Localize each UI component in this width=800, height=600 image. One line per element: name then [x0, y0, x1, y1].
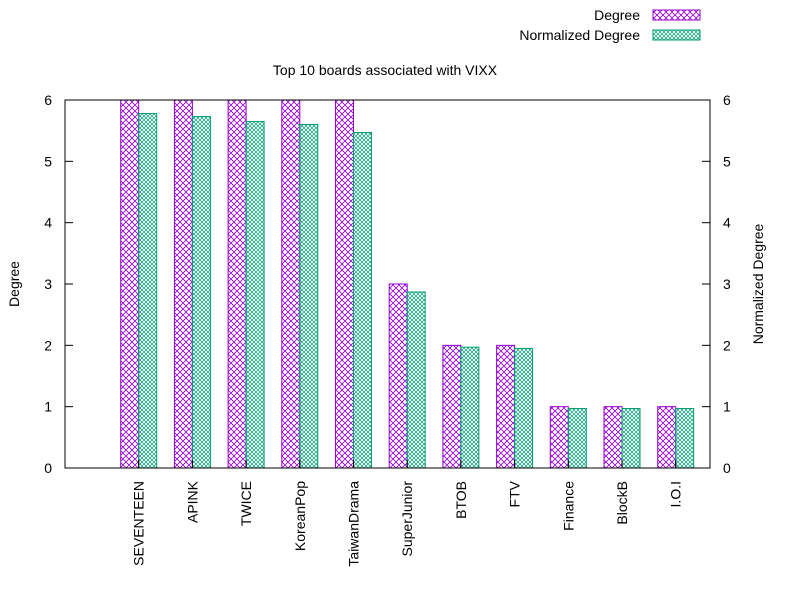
chart-title: Top 10 boards associated with VIXX: [273, 62, 498, 78]
legend-label-normalized-degree: Normalized Degree: [519, 27, 640, 43]
bar-normalized-degree: [621, 408, 641, 469]
x-tick-label: TWICE: [238, 481, 254, 526]
y-tick-label: 2: [44, 337, 52, 353]
bar-degree: [496, 344, 516, 469]
x-tick-label: Finance: [560, 481, 576, 531]
legend-swatch-normalized-degree: [652, 29, 701, 41]
y2-axis-label: Normalized Degree: [750, 223, 766, 344]
bar-normalized-degree: [191, 116, 211, 469]
bar-degree: [442, 344, 462, 469]
bar-degree: [603, 406, 623, 469]
x-tick-label: APINK: [184, 480, 200, 523]
x-tick-label: TaiwanDrama: [346, 481, 362, 567]
bar-degree: [657, 406, 677, 469]
y2-tick-label: 4: [723, 215, 731, 231]
y-tick-label: 6: [44, 92, 52, 108]
bar-normalized-degree: [406, 291, 426, 469]
y-tick-label: 5: [44, 153, 52, 169]
y-tick-label: 3: [44, 276, 52, 292]
y-tick-label: 0: [44, 460, 52, 476]
bar-degree: [549, 406, 569, 469]
bar-degree: [335, 99, 354, 469]
x-tick-label: BTOB: [453, 481, 469, 519]
legend-swatch-degree: [652, 9, 701, 21]
bar-degree: [120, 99, 140, 469]
x-tick-label: BlockB: [614, 481, 630, 525]
bar-normalized-degree: [675, 408, 695, 469]
bar-degree: [388, 283, 408, 469]
y2-tick-label: 1: [723, 399, 731, 415]
y2-tick-label: 5: [723, 153, 731, 169]
bar-normalized-degree: [299, 124, 319, 469]
bar-normalized-degree: [245, 120, 265, 469]
bar-degree: [173, 99, 193, 469]
bar-degree: [281, 99, 301, 469]
plot-border: [64, 99, 711, 469]
y2-tick-label: 2: [723, 337, 731, 353]
y2-tick-label: 0: [723, 460, 731, 476]
bar-degree: [227, 99, 247, 469]
y2-tick-label: 6: [723, 92, 731, 108]
x-tick-label: SEVENTEEN: [131, 481, 147, 566]
x-tick-label: KoreanPop: [292, 481, 308, 551]
y-axis-label: Degree: [6, 261, 22, 307]
legend-label-degree: Degree: [594, 7, 640, 23]
x-tick-label: I.O.I: [668, 481, 684, 507]
bar-normalized-degree: [514, 347, 534, 469]
legend: Degree Normalized Degree: [519, 7, 701, 43]
bar-normalized-degree: [460, 346, 480, 469]
bar-normalized-degree: [353, 132, 372, 469]
bar-normalized-degree: [567, 408, 587, 469]
y-tick-label: 1: [44, 399, 52, 415]
x-tick-label: FTV: [507, 480, 523, 507]
x-tick-label: SuperJunior: [399, 481, 415, 557]
y-tick-label: 4: [44, 215, 52, 231]
y2-tick-label: 3: [723, 276, 731, 292]
plot-area: 0 0 1 1 2 2 3 3 4 4 5 5 6 6 SEVENTEEN APINK TWICE KoreanP…: [44, 92, 731, 567]
bar-normalized-degree: [138, 112, 158, 469]
